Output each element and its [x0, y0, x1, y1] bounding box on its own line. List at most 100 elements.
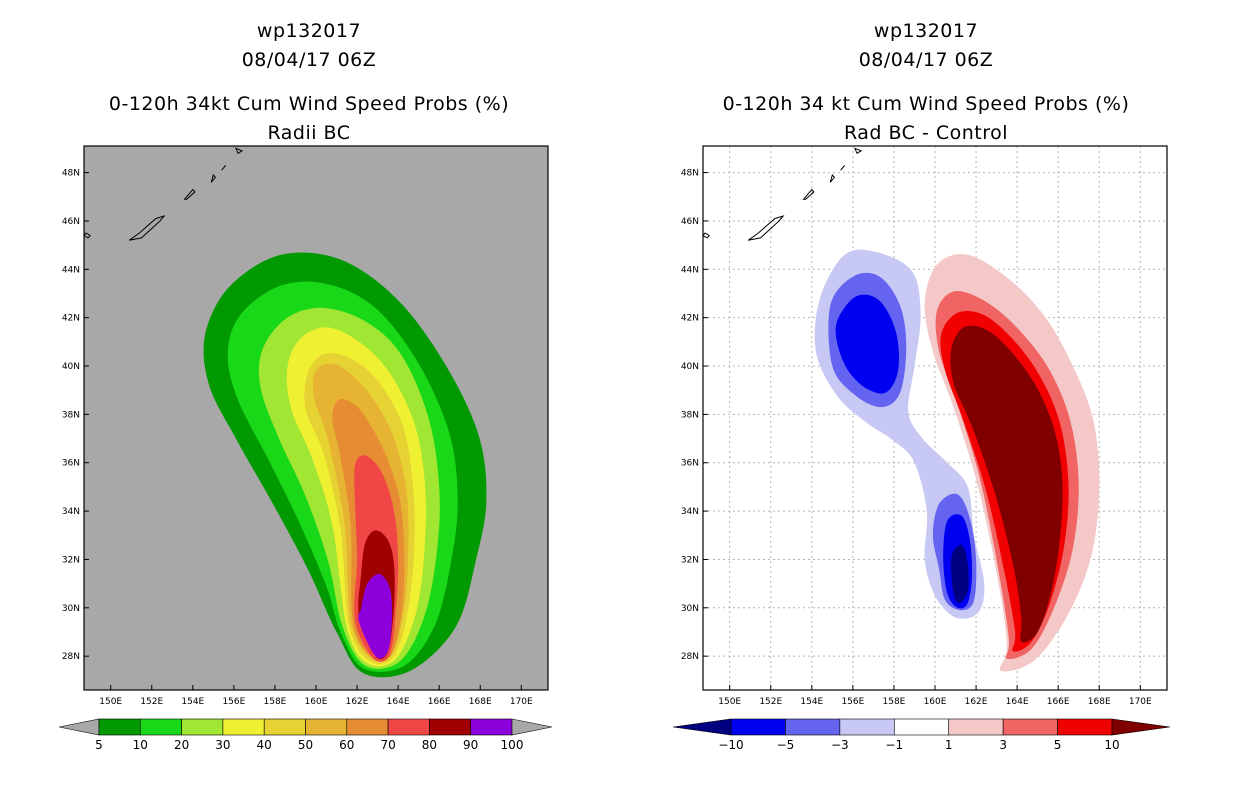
colorbar-label: 20	[174, 738, 189, 752]
y-tick-label: 36N	[62, 459, 80, 469]
colorbar-label: 5	[1054, 738, 1062, 752]
colorbar-label: 30	[215, 738, 230, 752]
colorbar-label: 100	[501, 738, 524, 752]
y-tick-label: 28N	[681, 652, 699, 662]
colorbar-swatch	[263, 718, 306, 736]
colorbar-label: 10	[133, 738, 148, 752]
x-tick-label: 154E	[181, 697, 204, 707]
left-title-storm-id: wp132017	[257, 20, 361, 42]
x-tick-label: 156E	[222, 697, 245, 707]
colorbar-swatch	[785, 718, 841, 736]
y-tick-label: 30N	[62, 604, 80, 614]
x-tick-label: 152E	[140, 697, 163, 707]
y-tick-label: 44N	[681, 265, 699, 275]
colorbar-label: 5	[95, 738, 103, 752]
coastline-outline	[210, 173, 217, 183]
x-tick-label: 170E	[1129, 697, 1152, 707]
right-colorbar: −10 −5 −3 −1 1 3 5 10	[672, 718, 1171, 752]
contour-fill-90	[358, 573, 393, 659]
y-tick-label: 46N	[62, 217, 80, 227]
coastline-outline	[84, 232, 91, 239]
x-tick-label: 166E	[428, 697, 451, 707]
x-tick-label: 164E	[1006, 697, 1029, 707]
y-tick-label: 48N	[681, 169, 699, 179]
colorbar-swatch	[346, 718, 389, 736]
coastline-outline	[128, 215, 166, 241]
y-tick-label: 40N	[681, 362, 699, 372]
colorbar-swatch	[730, 718, 786, 736]
colorbar-swatch	[1057, 718, 1113, 736]
x-tick-label: 170E	[510, 697, 533, 707]
contour-fill-neg5	[835, 294, 899, 394]
coastline-outline	[840, 164, 846, 171]
y-tick-label: 28N	[62, 652, 80, 662]
colorbar-label: 10	[1104, 738, 1119, 752]
x-tick-label: 160E	[305, 697, 328, 707]
y-tick-label: 32N	[62, 555, 80, 565]
x-tick-label: 164E	[387, 697, 410, 707]
colorbar-under-triangle	[672, 718, 732, 736]
colorbar-swatch	[140, 718, 182, 736]
colorbar-over-triangle	[1111, 718, 1171, 736]
left-title-subtitle: Radii BC	[267, 122, 350, 144]
y-tick-label: 40N	[62, 362, 80, 372]
coastline-outline	[183, 188, 196, 200]
colorbar-swatch	[305, 718, 348, 736]
right-title-storm-id: wp132017	[874, 20, 978, 42]
x-tick-label: 156E	[841, 697, 864, 707]
x-tick-label: 162E	[965, 697, 988, 707]
colorbar-swatch	[98, 718, 141, 736]
contour-fill-10	[950, 325, 1063, 643]
colorbar-label: −3	[831, 738, 849, 752]
colorbar-swatch	[839, 718, 895, 736]
y-tick-label: 34N	[62, 507, 80, 517]
coastline-outline	[802, 188, 815, 200]
right-title-product: 0-120h 34 kt Cum Wind Speed Probs (%)	[723, 93, 1130, 115]
x-tick-label: 152E	[759, 697, 782, 707]
colorbar-label: 40	[257, 738, 272, 752]
right-map-panel: 150E 152E 154E 156E 158E 160E 162E 164E 166E 168E…	[681, 145, 1168, 707]
colorbar-label: 70	[380, 738, 395, 752]
colorbar-over-triangle	[511, 718, 553, 736]
colorbar-label: 90	[463, 738, 478, 752]
x-tick-label: 158E	[264, 697, 287, 707]
left-title-date: 08/04/17 06Z	[242, 49, 377, 71]
x-tick-label: 150E	[718, 697, 741, 707]
y-tick-label: 32N	[681, 555, 699, 565]
colorbar-swatch	[222, 718, 265, 736]
coastline-outline	[221, 164, 227, 171]
colorbar-swatch	[181, 718, 224, 736]
colorbar-swatch	[429, 718, 471, 736]
coastline-outline	[747, 215, 785, 241]
left-map-panel: 150E 152E 154E 156E 158E 160E 162E 164E 166E 168E…	[62, 145, 549, 707]
colorbar-swatch	[948, 718, 1004, 736]
y-tick-label: 42N	[62, 314, 80, 324]
y-tick-label: 38N	[62, 410, 80, 420]
left-colorbar: 5 10 20 30 40 50 60 70 80 90 100	[58, 718, 553, 752]
x-tick-label: 162E	[346, 697, 369, 707]
coastline-outline	[234, 147, 244, 155]
colorbar-label: 80	[422, 738, 437, 752]
left-title-product: 0-120h 34kt Cum Wind Speed Probs (%)	[109, 93, 509, 115]
x-tick-label: 150E	[99, 697, 122, 707]
colorbar-label: −1	[885, 738, 903, 752]
colorbar-swatch	[893, 718, 950, 736]
contour-fill-neg10	[950, 544, 969, 604]
x-tick-label: 168E	[469, 697, 492, 707]
colorbar-swatch	[470, 718, 513, 736]
colorbar-label: 1	[945, 738, 953, 752]
coastline-outline	[703, 232, 710, 239]
coastline-outline	[853, 147, 863, 155]
y-tick-label: 46N	[681, 217, 699, 227]
right-title-date: 08/04/17 06Z	[859, 49, 994, 71]
colorbar-swatch	[1002, 718, 1058, 736]
x-tick-label: 160E	[924, 697, 947, 707]
y-tick-label: 36N	[681, 459, 699, 469]
colorbar-label: 3	[999, 738, 1007, 752]
x-tick-label: 154E	[800, 697, 823, 707]
right-title-subtitle: Rad BC - Control	[844, 122, 1008, 144]
x-tick-label: 158E	[883, 697, 906, 707]
colorbar-label: −5	[777, 738, 795, 752]
colorbar-label: −10	[718, 738, 743, 752]
